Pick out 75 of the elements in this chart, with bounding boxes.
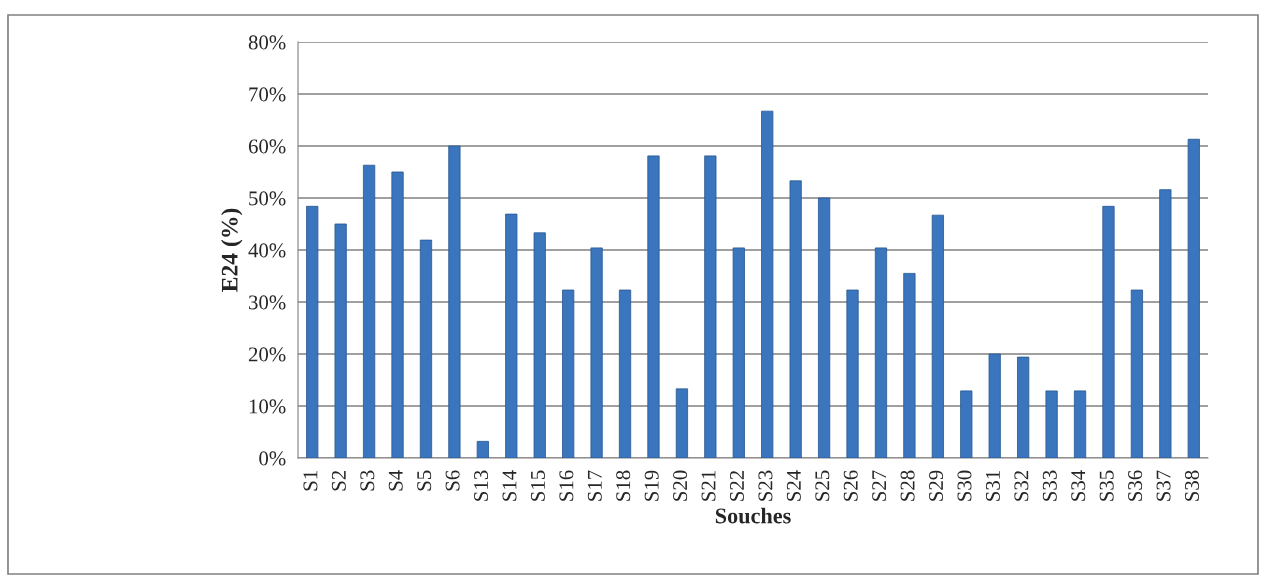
- bar: [732, 247, 745, 458]
- x-tick-label: S23: [758, 470, 773, 501]
- x-tick-label: S16: [559, 470, 574, 501]
- bar: [817, 197, 831, 458]
- bar: [1159, 189, 1172, 458]
- bar: [1187, 138, 1200, 458]
- x-tick-label: S18: [616, 470, 631, 501]
- bar: [562, 289, 575, 458]
- x-tick-label: S36: [1128, 470, 1143, 501]
- bar: [846, 289, 859, 458]
- bar: [931, 214, 944, 458]
- bar: [476, 440, 489, 458]
- y-tick-label: 10%: [249, 399, 286, 414]
- x-tick-label: S2: [331, 470, 346, 491]
- bar: [306, 205, 319, 458]
- x-axis-title: Souches: [715, 507, 791, 524]
- y-tick-label: 30%: [249, 295, 286, 310]
- x-tick-label: S6: [445, 470, 460, 491]
- bar: [362, 164, 376, 458]
- y-tick-label: 40%: [248, 243, 286, 258]
- x-tick-label: S19: [644, 470, 659, 501]
- x-tick-label: S35: [1099, 470, 1114, 501]
- x-tick-label: S26: [843, 470, 858, 501]
- bar: [874, 247, 888, 458]
- x-tick-label: S27: [872, 470, 887, 501]
- x-tick-label: S13: [474, 470, 489, 501]
- bar: [334, 223, 347, 458]
- x-tick-label: S32: [1014, 470, 1029, 501]
- x-tick-label: S14: [502, 470, 517, 501]
- x-tick-label: S4: [388, 470, 403, 491]
- x-tick-label: S15: [530, 470, 545, 501]
- x-tick-label: S28: [900, 470, 915, 501]
- x-tick-label: S24: [786, 470, 801, 501]
- bar: [704, 155, 717, 458]
- bar: [533, 232, 546, 458]
- x-tick-label: S38: [1184, 470, 1199, 501]
- bar: [647, 155, 660, 458]
- bar: [419, 239, 433, 458]
- x-tick-label: S25: [815, 470, 830, 501]
- bar: [391, 171, 404, 458]
- bar: [903, 272, 916, 458]
- x-tick-label: S17: [587, 470, 602, 501]
- x-tick-label: S34: [1071, 470, 1086, 501]
- x-tick-label: S29: [929, 470, 944, 501]
- x-tick-label: S20: [673, 470, 688, 501]
- bar: [618, 289, 632, 458]
- bar: [505, 213, 518, 458]
- bar: [789, 180, 802, 458]
- bar: [1045, 390, 1058, 458]
- y-tick-label: 60%: [248, 139, 286, 154]
- y-tick-label: 70%: [249, 87, 286, 102]
- bar: [988, 353, 1001, 458]
- bar: [960, 390, 973, 458]
- y-tick-label: 50%: [249, 191, 286, 206]
- y-tick-label: 80%: [248, 35, 286, 50]
- x-tick-label: S5: [417, 470, 432, 491]
- y-tick-label: 20%: [248, 347, 286, 362]
- bar: [761, 110, 774, 458]
- y-axis-title: E24 (%): [221, 208, 243, 292]
- bar: [1102, 205, 1115, 458]
- x-tick-label: S3: [360, 470, 375, 491]
- x-tick-label: S22: [730, 470, 744, 501]
- x-tick-label: S37: [1156, 470, 1171, 501]
- bar: [590, 247, 603, 458]
- bar: [1130, 289, 1144, 458]
- x-tick-label: S30: [957, 470, 972, 501]
- bar: [1073, 390, 1087, 458]
- x-tick-label: S31: [985, 471, 1000, 501]
- bar: [675, 388, 689, 458]
- x-tick-label: S33: [1042, 470, 1057, 501]
- x-tick-label: S21: [701, 471, 716, 501]
- bar: [448, 145, 461, 458]
- bar: [1017, 356, 1030, 458]
- x-tick-label: S1: [303, 471, 318, 491]
- y-tick-label: 0%: [259, 451, 286, 466]
